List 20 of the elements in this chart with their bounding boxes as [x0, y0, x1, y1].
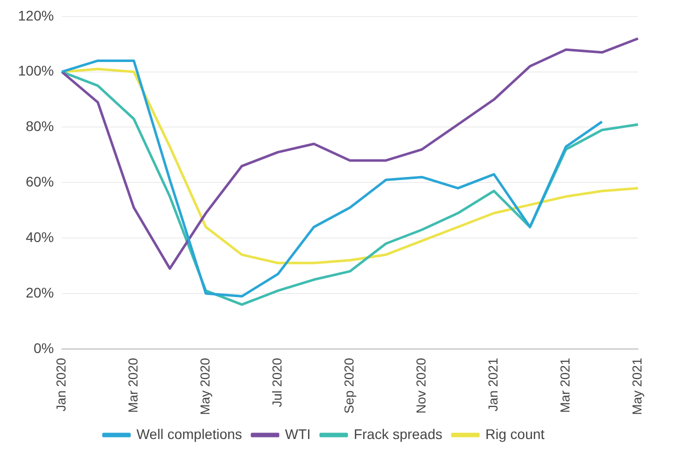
y-tick-label: 60%	[26, 174, 54, 190]
legend-label: Well completions	[136, 426, 242, 442]
x-tick-label: May 2020	[197, 358, 212, 416]
y-tick-label: 100%	[18, 62, 54, 79]
y-tick-label: 20%	[26, 284, 54, 300]
y-tick-label: 80%	[26, 118, 54, 134]
x-tick-label: Jan 2021	[486, 358, 501, 412]
y-tick-label: 40%	[26, 228, 54, 245]
x-tick-label: Nov 2020	[414, 358, 429, 414]
legend-label: WTI	[285, 426, 311, 442]
legend-label: Rig count	[485, 426, 545, 442]
x-tick-label: Jul 2020	[269, 358, 284, 408]
x-tick-label: Jan 2020	[53, 358, 68, 412]
x-tick-label: Mar 2021	[558, 358, 573, 413]
x-tick-label: Sep 2020	[341, 358, 356, 414]
y-tick-label: 0%	[34, 340, 54, 356]
x-tick-label: May 2021	[630, 358, 645, 416]
x-tick-label: Mar 2020	[125, 358, 140, 413]
legend-label: Frack spreads	[354, 426, 442, 442]
y-tick-label: 120%	[18, 7, 54, 24]
